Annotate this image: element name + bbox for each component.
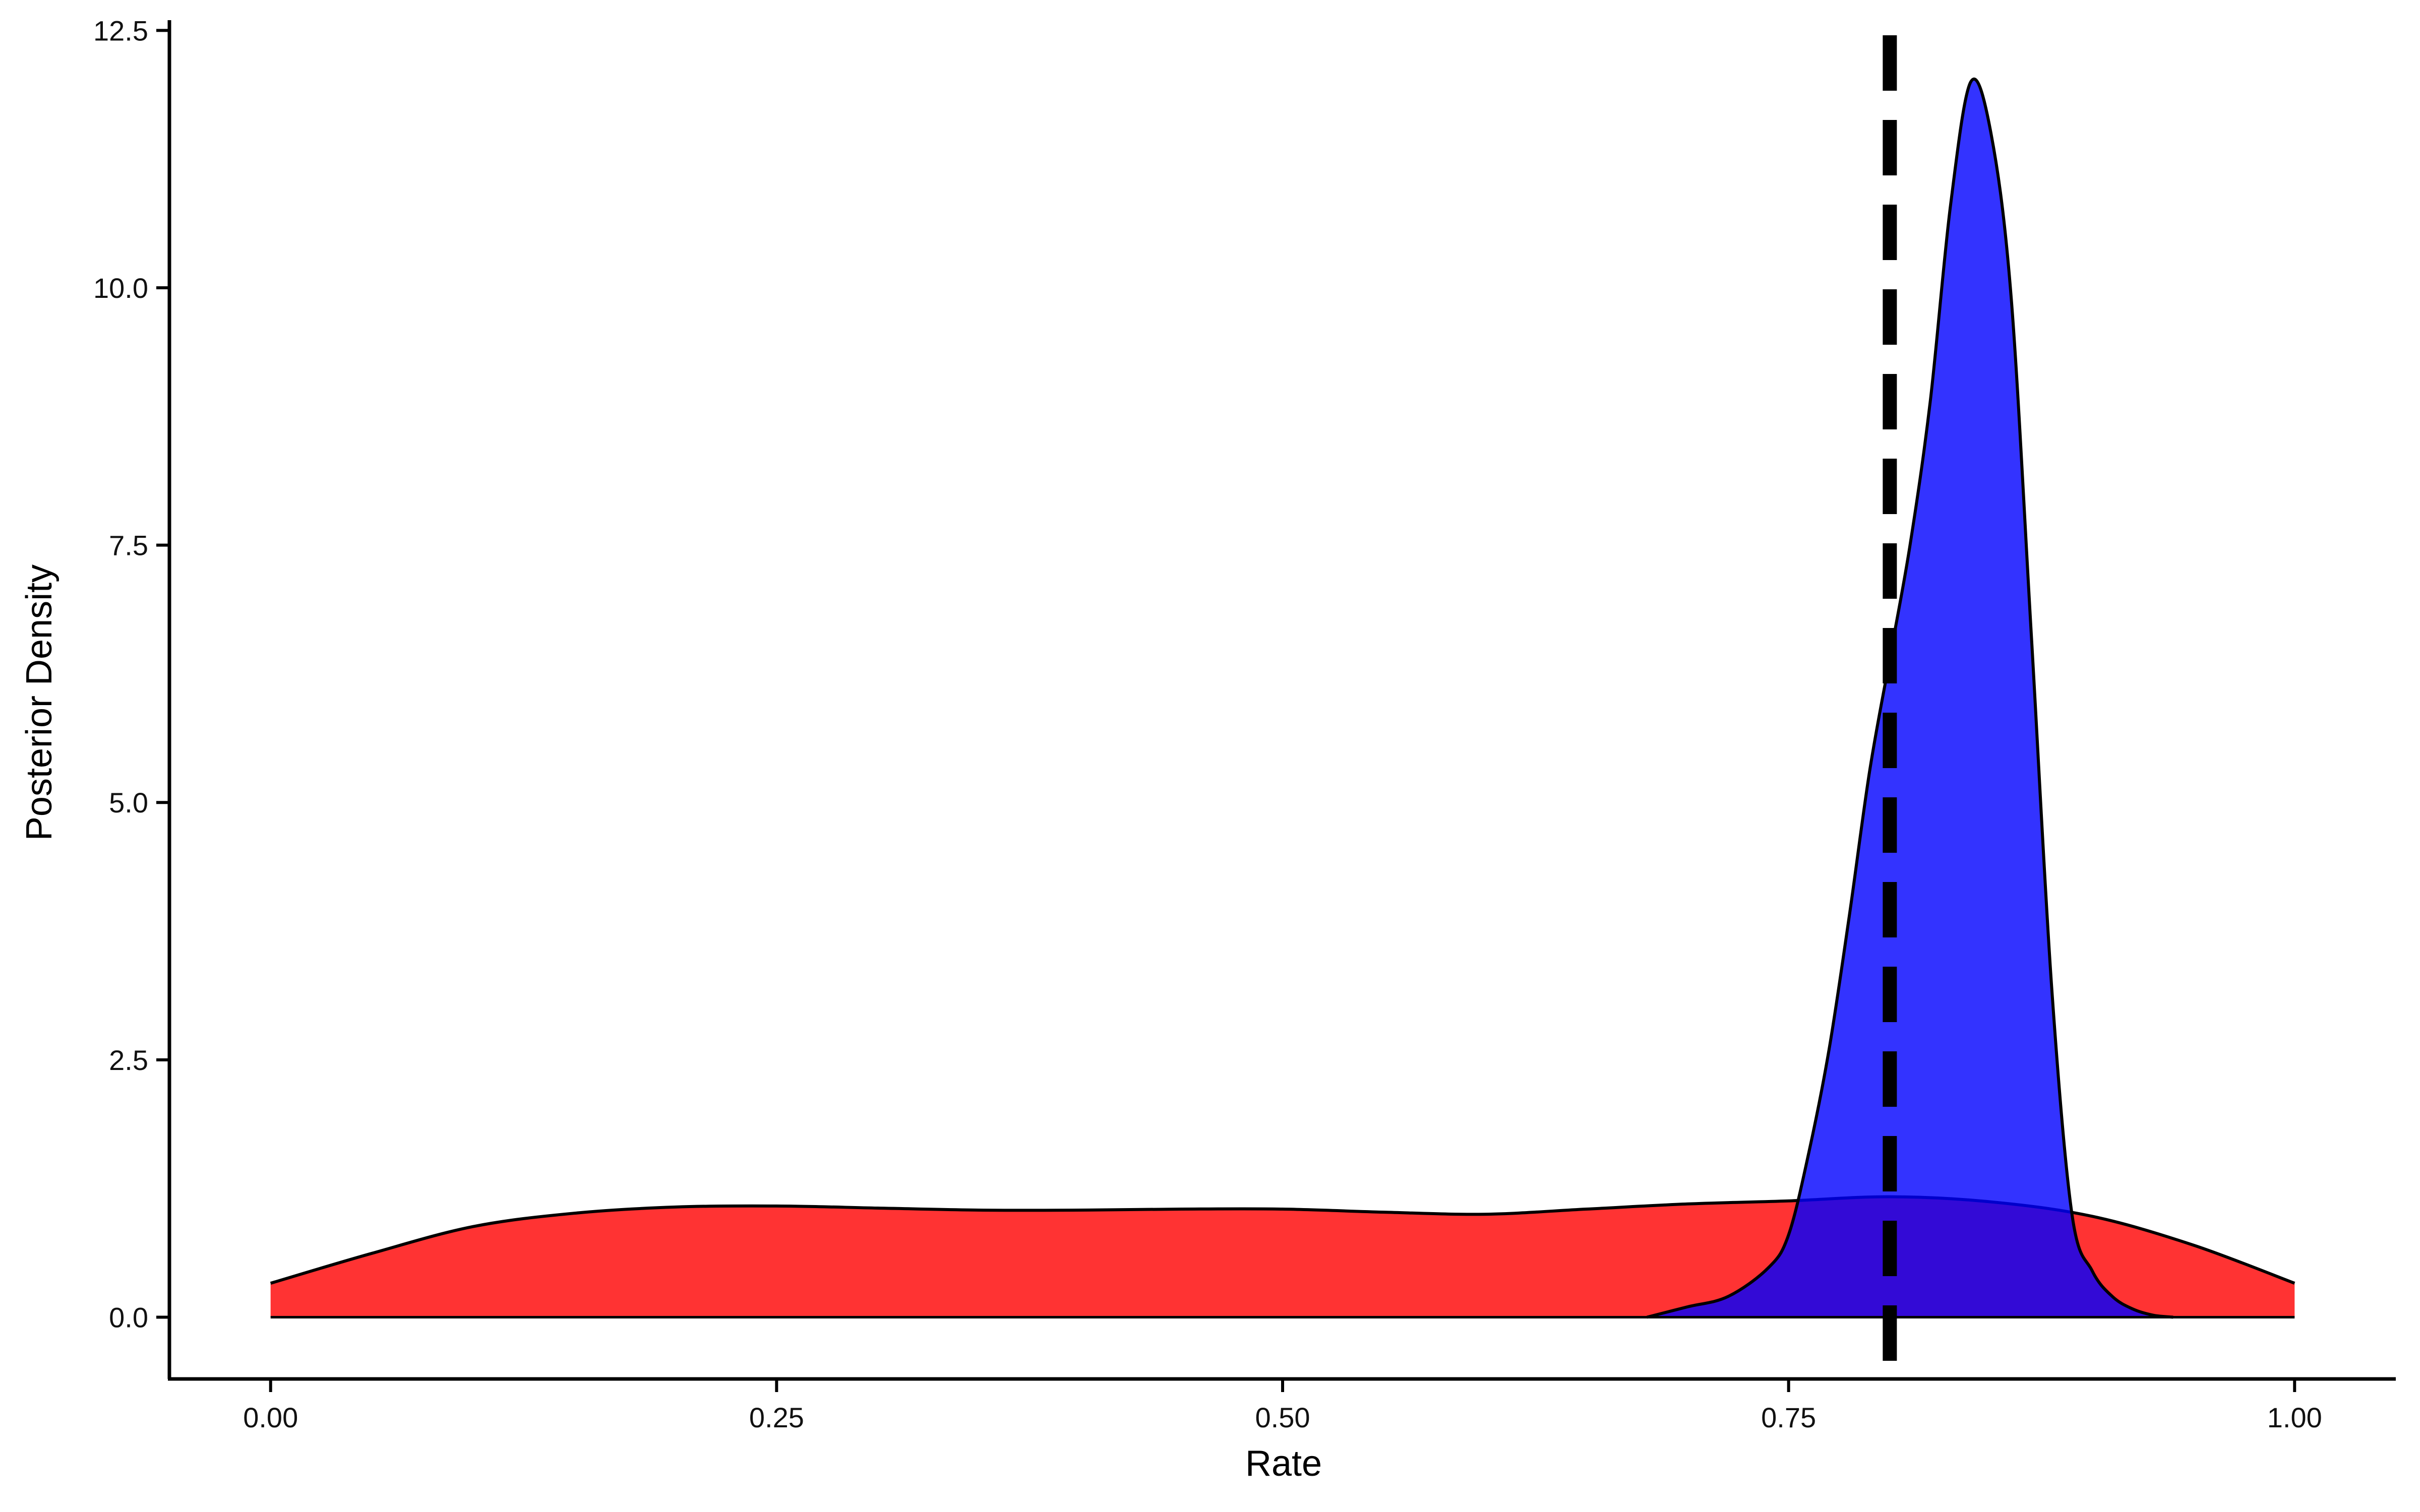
- x-tick-label: 1.00: [2267, 1402, 2322, 1433]
- x-tick-label: 0.25: [749, 1402, 804, 1433]
- x-tick-label: 0.00: [243, 1402, 298, 1433]
- y-tick-label: 10.0: [93, 272, 148, 304]
- y-tick-label: 0.0: [109, 1301, 148, 1333]
- x-tick-label: 0.50: [1255, 1402, 1310, 1433]
- x-tick-label: 0.75: [1761, 1402, 1816, 1433]
- plot-area: [270, 35, 2295, 1379]
- y-tick-label: 12.5: [93, 15, 148, 46]
- y-tick-label: 5.0: [109, 787, 148, 818]
- density-area-1: [1647, 79, 2173, 1317]
- x-axis-title: Rate: [1245, 1443, 1322, 1484]
- density-outline-1: [1646, 77, 2173, 1319]
- y-tick-label: 7.5: [109, 530, 148, 561]
- y-axis-title: Posterior Density: [19, 564, 59, 841]
- axes: 0.00 0.25 0.50 0.75 1.00 0.0 2.5 5.0 7.5 10.0 12.5: [93, 15, 2396, 1433]
- y-tick-label: 2.5: [109, 1044, 148, 1076]
